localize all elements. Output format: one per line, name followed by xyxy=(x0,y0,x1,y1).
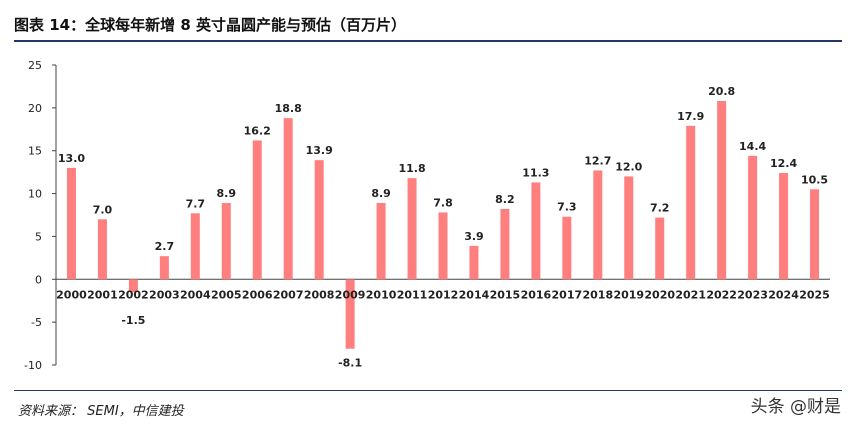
y-tick-label: 5 xyxy=(35,230,42,243)
bar-2025 xyxy=(810,189,820,280)
data-label: 8.2 xyxy=(495,193,515,206)
bar-2003 xyxy=(159,256,169,280)
bar-2000 xyxy=(66,167,76,280)
bar-2011 xyxy=(407,178,417,280)
y-tick-label: 10 xyxy=(28,188,42,201)
x-tick-label: 2014 xyxy=(459,288,490,301)
bar-2005 xyxy=(221,203,231,280)
bar-2024 xyxy=(779,173,789,280)
x-tick-label: 2007 xyxy=(273,288,304,301)
x-tick-label: 2001 xyxy=(87,288,118,301)
x-tick-label: 2025 xyxy=(799,288,830,301)
x-tick-label: 2008 xyxy=(304,288,335,301)
y-tick-label: 0 xyxy=(35,273,42,286)
data-label: 20.8 xyxy=(708,85,735,98)
data-label: 14.4 xyxy=(739,140,766,153)
bar-2016 xyxy=(531,182,541,280)
data-label: -1.5 xyxy=(121,314,145,327)
x-tick-label: 2012 xyxy=(428,288,459,301)
x-tick-label: 2011 xyxy=(397,288,428,301)
y-tick-label: 25 xyxy=(28,59,42,72)
x-tick-label: 2009 xyxy=(335,288,366,301)
bar-2009 xyxy=(345,279,355,349)
x-tick-label: 2015 xyxy=(490,288,521,301)
data-label: 7.7 xyxy=(186,197,206,210)
data-label: 3.9 xyxy=(464,230,484,243)
bar-2023 xyxy=(748,155,758,280)
bar-2008 xyxy=(314,160,324,280)
x-tick-label: 2024 xyxy=(768,288,799,301)
x-tick-label: 2000 xyxy=(56,288,87,301)
x-tick-label: 2003 xyxy=(149,288,180,301)
bar-2004 xyxy=(190,213,200,280)
data-label: 11.3 xyxy=(522,166,549,179)
bar-2018 xyxy=(593,170,603,280)
bar-2019 xyxy=(624,176,634,280)
data-label: 16.2 xyxy=(244,124,271,137)
bar-2021 xyxy=(686,125,696,280)
data-label: 13.0 xyxy=(58,152,85,165)
x-tick-label: 2017 xyxy=(552,288,583,301)
x-tick-label: 2022 xyxy=(706,288,737,301)
y-tick-label: -5 xyxy=(31,316,42,329)
y-tick-label: 15 xyxy=(28,145,42,158)
x-tick-label: 2018 xyxy=(582,288,613,301)
bar-2017 xyxy=(562,216,572,280)
bar-2012 xyxy=(438,212,448,280)
data-label: 13.9 xyxy=(306,144,333,157)
x-tick-label: 2004 xyxy=(180,288,211,301)
data-label: 7.3 xyxy=(557,201,577,214)
bar-2010 xyxy=(376,203,386,280)
data-label: 18.8 xyxy=(275,102,302,115)
data-label: 12.7 xyxy=(584,154,611,167)
data-label: 7.0 xyxy=(93,203,113,216)
x-tick-label: 2016 xyxy=(521,288,552,301)
x-tick-label: 2023 xyxy=(737,288,768,301)
title-divider xyxy=(14,40,842,42)
data-label: 7.8 xyxy=(433,196,453,209)
data-label: -8.1 xyxy=(338,357,362,370)
data-label: 8.9 xyxy=(371,187,391,200)
bar-2006 xyxy=(252,140,262,280)
title-bar: 图表 14：全球每年新增 8 英寸晶圆产能与预估（百万片） xyxy=(0,0,855,40)
x-tick-label: 2006 xyxy=(242,288,273,301)
x-tick-label: 2002 xyxy=(118,288,149,301)
chart-title: 图表 14：全球每年新增 8 英寸晶圆产能与预估（百万片） xyxy=(14,16,406,34)
chart-area: 25 20 15 10 5 0 -5 -10 2000 13.0 2001 7.0 2002 -1.5 20… xyxy=(0,48,855,388)
data-label: 12.4 xyxy=(770,157,797,170)
data-label: 10.5 xyxy=(801,173,828,186)
bar-2022 xyxy=(717,101,727,280)
data-label: 11.8 xyxy=(398,162,425,175)
x-tick-label: 2020 xyxy=(644,288,675,301)
source-note: 资料来源： SEMI，中信建投 xyxy=(18,404,184,419)
data-label: 17.9 xyxy=(677,110,704,123)
bar-2007 xyxy=(283,118,293,280)
y-tick-label: -10 xyxy=(24,359,42,372)
bar-2001 xyxy=(97,219,107,280)
data-label: 12.0 xyxy=(615,160,642,173)
bar-2020 xyxy=(655,217,665,280)
bar-2002 xyxy=(128,279,138,293)
bar-2014 xyxy=(469,245,479,280)
data-label: 7.2 xyxy=(650,202,670,215)
x-tick-label: 2021 xyxy=(675,288,706,301)
bar-chart: 2520151050-5-10200013.020017.02002-1.520… xyxy=(24,59,830,372)
watermark-text: 头条 @财是 xyxy=(750,397,841,417)
data-label: 8.9 xyxy=(217,187,237,200)
x-tick-label: 2005 xyxy=(211,288,242,301)
bar-2015 xyxy=(500,209,510,280)
y-tick-label: 20 xyxy=(28,102,42,115)
x-tick-label: 2019 xyxy=(613,288,644,301)
data-label: 2.7 xyxy=(155,240,175,253)
footer-divider xyxy=(14,390,842,391)
x-tick-label: 2010 xyxy=(366,288,397,301)
